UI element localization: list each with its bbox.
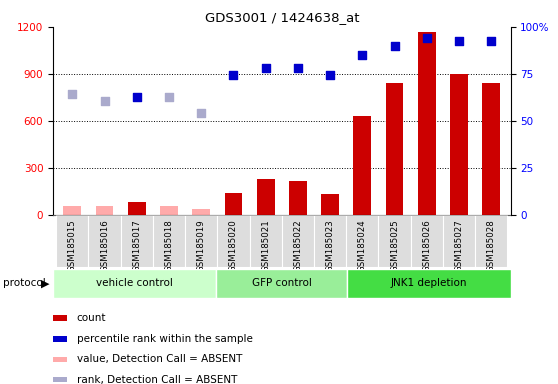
Text: rank, Detection Call = ABSENT: rank, Detection Call = ABSENT: [76, 374, 237, 384]
Bar: [282, 215, 314, 267]
Bar: [153, 215, 185, 267]
Point: [294, 65, 302, 71]
Text: GSM185022: GSM185022: [294, 219, 302, 272]
Text: JNK1 depletion: JNK1 depletion: [391, 278, 467, 288]
Point: [422, 35, 431, 41]
Text: percentile rank within the sample: percentile rank within the sample: [76, 334, 253, 344]
Point: [487, 38, 496, 44]
Bar: [217, 269, 347, 298]
Bar: [347, 269, 511, 298]
Point: [68, 91, 77, 98]
Text: GSM185020: GSM185020: [229, 219, 238, 272]
Bar: [53, 316, 67, 321]
Text: value, Detection Call = ABSENT: value, Detection Call = ABSENT: [76, 354, 242, 364]
Bar: [482, 83, 500, 215]
Bar: [128, 202, 146, 215]
Bar: [289, 180, 307, 215]
Text: GSM185018: GSM185018: [165, 219, 174, 272]
Text: GSM185016: GSM185016: [100, 219, 109, 272]
Point: [197, 110, 206, 116]
Bar: [450, 74, 468, 215]
Text: GSM185025: GSM185025: [390, 219, 399, 272]
Point: [229, 73, 238, 79]
Text: GSM185021: GSM185021: [261, 219, 270, 272]
Text: GSM185027: GSM185027: [455, 219, 464, 272]
Bar: [53, 336, 67, 342]
Bar: [160, 207, 178, 215]
Bar: [96, 207, 113, 215]
Bar: [411, 215, 443, 267]
Point: [165, 94, 174, 101]
Text: GFP control: GFP control: [252, 278, 312, 288]
Point: [390, 43, 399, 49]
Bar: [53, 377, 67, 382]
Text: GSM185028: GSM185028: [487, 219, 496, 272]
Text: GSM185019: GSM185019: [197, 219, 206, 272]
Bar: [56, 215, 89, 267]
Text: vehicle control: vehicle control: [97, 278, 173, 288]
Point: [326, 73, 335, 79]
Bar: [378, 215, 411, 267]
Text: protocol: protocol: [3, 278, 46, 288]
Text: GSM185017: GSM185017: [132, 219, 141, 272]
Bar: [89, 215, 121, 267]
Bar: [193, 209, 210, 215]
Bar: [224, 193, 242, 215]
Point: [261, 65, 270, 71]
Bar: [218, 215, 249, 267]
Title: GDS3001 / 1424638_at: GDS3001 / 1424638_at: [205, 11, 359, 24]
Bar: [257, 179, 275, 215]
Text: GSM185026: GSM185026: [422, 219, 431, 272]
Bar: [185, 215, 218, 267]
Point: [358, 52, 367, 58]
Bar: [346, 215, 378, 267]
Bar: [353, 116, 371, 215]
Bar: [314, 215, 346, 267]
Text: GSM185015: GSM185015: [68, 219, 77, 272]
Text: GSM185024: GSM185024: [358, 219, 367, 272]
Bar: [443, 215, 475, 267]
Bar: [249, 215, 282, 267]
Bar: [64, 207, 81, 215]
Bar: [321, 194, 339, 215]
Text: GSM185023: GSM185023: [326, 219, 335, 272]
Text: ▶: ▶: [41, 278, 49, 288]
Point: [455, 38, 464, 44]
Bar: [121, 215, 153, 267]
Bar: [418, 31, 436, 215]
Point: [100, 98, 109, 104]
Bar: [386, 83, 403, 215]
Bar: [53, 357, 67, 362]
Bar: [475, 215, 507, 267]
Point: [132, 94, 141, 101]
Bar: [53, 269, 217, 298]
Text: count: count: [76, 313, 106, 323]
